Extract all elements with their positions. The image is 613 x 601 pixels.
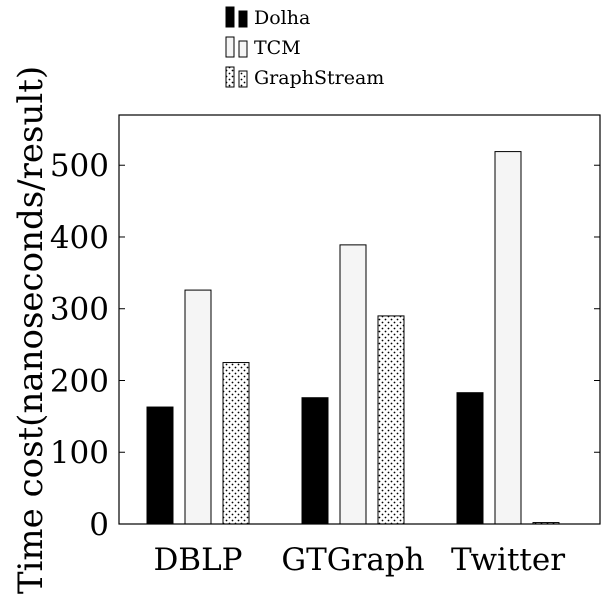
legend-swatch <box>238 70 248 88</box>
bar-graphstream-gtgraph <box>377 315 405 525</box>
legend-entry-dolha: Dolha <box>225 6 310 29</box>
legend-label: Dolha <box>254 7 310 29</box>
x-tick-label-dblp: DBLP <box>153 542 242 578</box>
bar-tcm-dblp <box>184 289 212 525</box>
y-tick-label: 500 <box>50 148 109 184</box>
bar-dolha-gtgraph <box>301 397 329 525</box>
legend-swatch <box>238 40 248 58</box>
legend-swatch <box>225 6 235 28</box>
y-tick-label: 0 <box>89 507 109 543</box>
x-tick-label-twitter: Twitter <box>451 542 565 578</box>
bar-graphstream-dblp <box>222 362 250 525</box>
legend-entry-tcm: TCM <box>225 36 301 59</box>
y-tick-label: 200 <box>50 363 109 399</box>
legend-swatch <box>225 36 235 58</box>
legend-label: TCM <box>254 37 301 59</box>
legend: Dolha TCM GraphStream <box>225 6 384 89</box>
y-tick-label: 300 <box>50 292 109 328</box>
y-tick-label: 400 <box>50 220 109 256</box>
legend-swatch <box>225 66 235 88</box>
plot-frame <box>118 114 601 525</box>
y-axis-label: Time cost(nanoseconds/result) <box>11 66 51 594</box>
bar-tcm-gtgraph <box>339 244 367 525</box>
y-ticks: 0 100 200 300 400 500 <box>50 148 600 543</box>
bar-tcm-twitter <box>494 151 522 525</box>
legend-entry-graphstream: GraphStream <box>225 66 384 89</box>
legend-label: GraphStream <box>254 67 384 89</box>
x-tick-label-gtgraph: GTGraph <box>281 542 424 578</box>
axes <box>118 114 601 525</box>
bar-dolha-dblp <box>146 406 174 525</box>
x-tick-labels: DBLP GTGraph Twitter <box>153 542 565 578</box>
bar-dolha-twitter <box>456 392 484 525</box>
bars <box>146 151 560 525</box>
legend-swatch <box>238 10 248 28</box>
y-tick-label: 100 <box>50 435 109 471</box>
